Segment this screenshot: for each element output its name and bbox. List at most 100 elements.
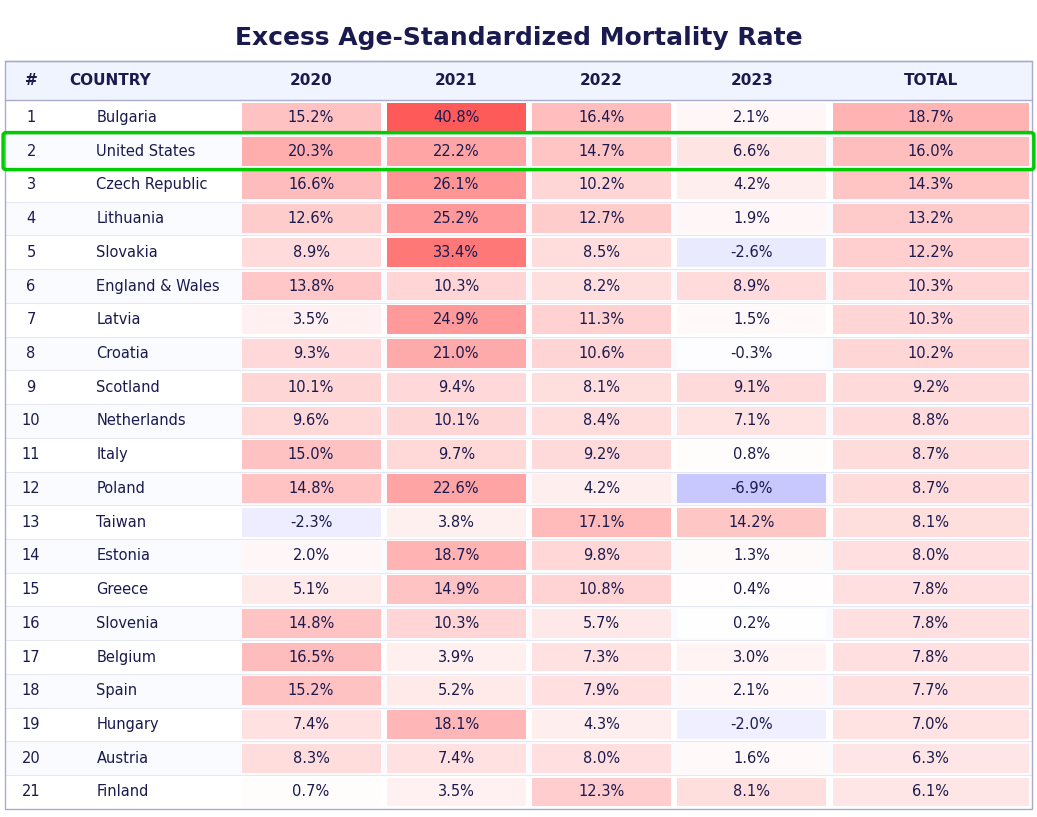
Text: 8.5%: 8.5% xyxy=(583,245,620,260)
Bar xyxy=(532,676,671,705)
Bar xyxy=(532,743,671,773)
Text: 2020: 2020 xyxy=(289,74,333,88)
Bar xyxy=(5,202,1032,235)
Bar xyxy=(5,438,1032,471)
Bar xyxy=(387,542,526,570)
Bar xyxy=(5,674,1032,708)
Bar xyxy=(242,609,381,638)
Text: 13: 13 xyxy=(22,515,40,529)
Text: 12.3%: 12.3% xyxy=(579,784,624,800)
Text: Czech Republic: Czech Republic xyxy=(96,177,208,192)
Bar xyxy=(242,339,381,368)
Bar xyxy=(532,204,671,233)
Text: -2.6%: -2.6% xyxy=(731,245,773,260)
Bar xyxy=(5,573,1032,606)
Bar xyxy=(532,306,671,334)
Text: Spain: Spain xyxy=(96,683,138,699)
Text: 2022: 2022 xyxy=(580,74,623,88)
Text: 7.3%: 7.3% xyxy=(583,650,620,664)
Bar xyxy=(5,708,1032,741)
Bar xyxy=(677,407,826,435)
Bar xyxy=(532,373,671,402)
Text: 16.6%: 16.6% xyxy=(288,177,334,192)
Text: 9.4%: 9.4% xyxy=(438,380,475,395)
Bar xyxy=(532,103,671,132)
Text: Finland: Finland xyxy=(96,784,149,800)
Text: 8.0%: 8.0% xyxy=(913,548,949,564)
Text: England & Wales: England & Wales xyxy=(96,279,220,293)
Text: 8: 8 xyxy=(27,346,35,361)
Text: 17: 17 xyxy=(22,650,40,664)
Text: 7.8%: 7.8% xyxy=(913,582,949,597)
Bar xyxy=(833,575,1029,604)
Bar xyxy=(833,136,1029,166)
Text: 21: 21 xyxy=(22,784,40,800)
Bar xyxy=(677,103,826,132)
Text: 5.2%: 5.2% xyxy=(438,683,475,699)
Bar xyxy=(532,238,671,266)
Text: 26.1%: 26.1% xyxy=(433,177,479,192)
Bar xyxy=(833,373,1029,402)
Text: 13.2%: 13.2% xyxy=(907,211,954,226)
Text: COUNTRY: COUNTRY xyxy=(69,74,151,88)
Bar xyxy=(532,136,671,166)
Text: 10.1%: 10.1% xyxy=(433,413,479,428)
Text: Croatia: Croatia xyxy=(96,346,149,361)
Bar xyxy=(242,271,381,301)
Text: 5: 5 xyxy=(27,245,35,260)
Text: 2.1%: 2.1% xyxy=(733,683,770,699)
Text: 8.0%: 8.0% xyxy=(583,751,620,766)
Bar xyxy=(5,235,1032,269)
Text: 3.9%: 3.9% xyxy=(438,650,475,664)
Text: 9.3%: 9.3% xyxy=(292,346,330,361)
Bar xyxy=(242,575,381,604)
Bar xyxy=(242,373,381,402)
Bar xyxy=(677,643,826,672)
Text: 18.1%: 18.1% xyxy=(433,717,479,732)
Text: TOTAL: TOTAL xyxy=(903,74,958,88)
Text: 2023: 2023 xyxy=(730,74,774,88)
Text: 25.2%: 25.2% xyxy=(433,211,479,226)
Text: 10.2%: 10.2% xyxy=(907,346,954,361)
Bar xyxy=(532,778,671,806)
Text: 11: 11 xyxy=(22,447,40,462)
Text: 8.9%: 8.9% xyxy=(292,245,330,260)
Text: Bulgaria: Bulgaria xyxy=(96,109,158,125)
Bar xyxy=(833,743,1029,773)
Text: 9.6%: 9.6% xyxy=(292,413,330,428)
Text: Latvia: Latvia xyxy=(96,312,141,328)
Text: 8.1%: 8.1% xyxy=(583,380,620,395)
Text: 4.3%: 4.3% xyxy=(583,717,620,732)
Bar xyxy=(387,271,526,301)
Text: 2: 2 xyxy=(26,144,36,158)
Bar xyxy=(677,238,826,266)
Bar xyxy=(833,238,1029,266)
Text: 7.4%: 7.4% xyxy=(438,751,475,766)
Bar xyxy=(5,404,1032,438)
Bar xyxy=(242,542,381,570)
Text: 14.8%: 14.8% xyxy=(288,616,334,631)
Bar xyxy=(5,134,1032,168)
Text: 9.1%: 9.1% xyxy=(733,380,770,395)
Bar xyxy=(242,306,381,334)
Bar xyxy=(5,303,1032,337)
Bar xyxy=(242,507,381,537)
Bar xyxy=(387,440,526,469)
Text: 16.4%: 16.4% xyxy=(579,109,624,125)
Text: Netherlands: Netherlands xyxy=(96,413,186,428)
Text: 14.2%: 14.2% xyxy=(729,515,775,529)
Text: 18.7%: 18.7% xyxy=(907,109,954,125)
Bar xyxy=(387,407,526,435)
Bar xyxy=(5,539,1032,573)
Text: 7.8%: 7.8% xyxy=(913,650,949,664)
Text: 7.4%: 7.4% xyxy=(292,717,330,732)
Text: Slovenia: Slovenia xyxy=(96,616,159,631)
Text: 6: 6 xyxy=(27,279,35,293)
Text: 13.8%: 13.8% xyxy=(288,279,334,293)
Bar xyxy=(677,778,826,806)
Bar xyxy=(387,575,526,604)
Text: 4.2%: 4.2% xyxy=(583,481,620,496)
Text: 7.1%: 7.1% xyxy=(733,413,770,428)
Bar xyxy=(677,474,826,502)
Text: 22.2%: 22.2% xyxy=(433,144,479,158)
